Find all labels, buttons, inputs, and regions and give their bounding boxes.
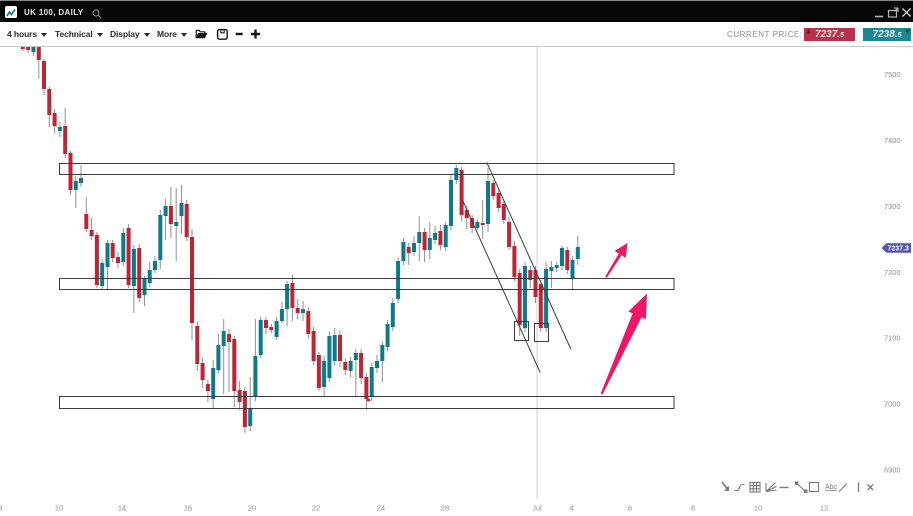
svg-text:10: 10 — [754, 504, 762, 513]
svg-text:24: 24 — [377, 504, 385, 513]
svg-text:Jul: Jul — [532, 504, 542, 513]
svg-text:Abc: Abc — [825, 484, 838, 491]
svg-text:6: 6 — [628, 504, 632, 513]
svg-text:7237.3: 7237.3 — [888, 246, 910, 253]
svg-text:7300: 7300 — [884, 202, 900, 211]
svg-text:28: 28 — [441, 504, 449, 513]
svg-text:7400: 7400 — [884, 136, 900, 145]
svg-text:10: 10 — [55, 504, 63, 513]
svg-text:7000: 7000 — [884, 400, 900, 409]
svg-text:6900: 6900 — [884, 466, 900, 475]
svg-text:7500: 7500 — [884, 70, 900, 79]
svg-text:12: 12 — [820, 504, 828, 513]
svg-text:4: 4 — [569, 504, 573, 513]
svg-text:8: 8 — [691, 504, 695, 513]
svg-text:8: 8 — [0, 504, 3, 513]
svg-text:7200: 7200 — [884, 268, 900, 277]
svg-text:22: 22 — [312, 504, 320, 513]
svg-text:14: 14 — [118, 504, 126, 513]
svg-text:7100: 7100 — [884, 334, 900, 343]
svg-text:16: 16 — [184, 504, 192, 513]
svg-text:20: 20 — [248, 504, 256, 513]
